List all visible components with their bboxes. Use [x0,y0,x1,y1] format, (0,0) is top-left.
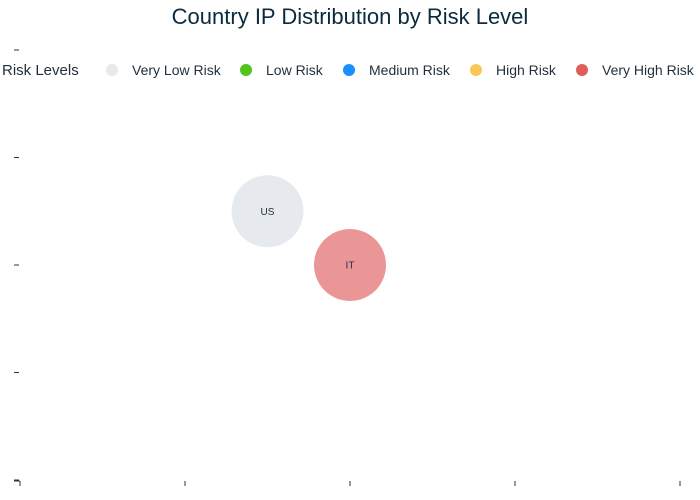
bubble-mark[interactable] [314,229,386,301]
legend-entry[interactable]: Low Risk [240,62,324,78]
legend-swatch [343,64,355,76]
legend-swatch [470,64,482,76]
bubble-layer: US IT [231,175,386,301]
legend-label: Medium Risk [369,62,451,78]
chart-title: Country IP Distribution by Risk Level [172,4,529,29]
legend-entry[interactable]: Very High Risk [576,62,695,78]
legend-label: Low Risk [266,62,324,78]
legend-label: Very High Risk [602,62,695,78]
bubble-mark[interactable] [231,175,304,248]
legend-title: Risk Levels [2,62,79,79]
legend-entry[interactable]: High Risk [470,62,557,78]
axes [14,49,681,486]
legend-entry[interactable]: Very Low Risk [106,62,222,78]
legend: Risk Levels Very Low Risk Low Risk Medium … [2,62,695,79]
bubble-us[interactable]: US [231,175,304,248]
legend-label: High Risk [496,62,557,78]
legend-label: Very Low Risk [132,62,222,78]
bubble-label: US [261,207,275,218]
legend-swatch [106,64,118,76]
legend-swatch [240,64,252,76]
legend-swatch [576,64,588,76]
legend-entry[interactable]: Medium Risk [343,62,451,78]
bubble-it[interactable]: IT [314,229,386,301]
bubble-label: IT [346,261,355,272]
